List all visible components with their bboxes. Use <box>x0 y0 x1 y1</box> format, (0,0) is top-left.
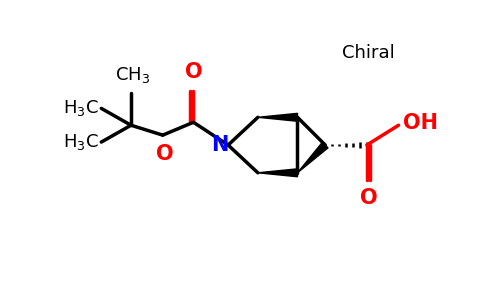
Text: Chiral: Chiral <box>343 44 395 62</box>
Text: OH: OH <box>404 113 439 133</box>
Polygon shape <box>258 113 298 121</box>
Text: H$_3$C: H$_3$C <box>62 132 98 152</box>
Text: O: O <box>360 188 378 208</box>
Text: H$_3$C: H$_3$C <box>62 98 98 118</box>
Text: N: N <box>212 135 229 155</box>
Polygon shape <box>258 169 298 177</box>
Text: CH$_3$: CH$_3$ <box>115 64 151 85</box>
Text: O: O <box>156 144 174 164</box>
Text: O: O <box>184 61 202 82</box>
Polygon shape <box>298 142 328 173</box>
